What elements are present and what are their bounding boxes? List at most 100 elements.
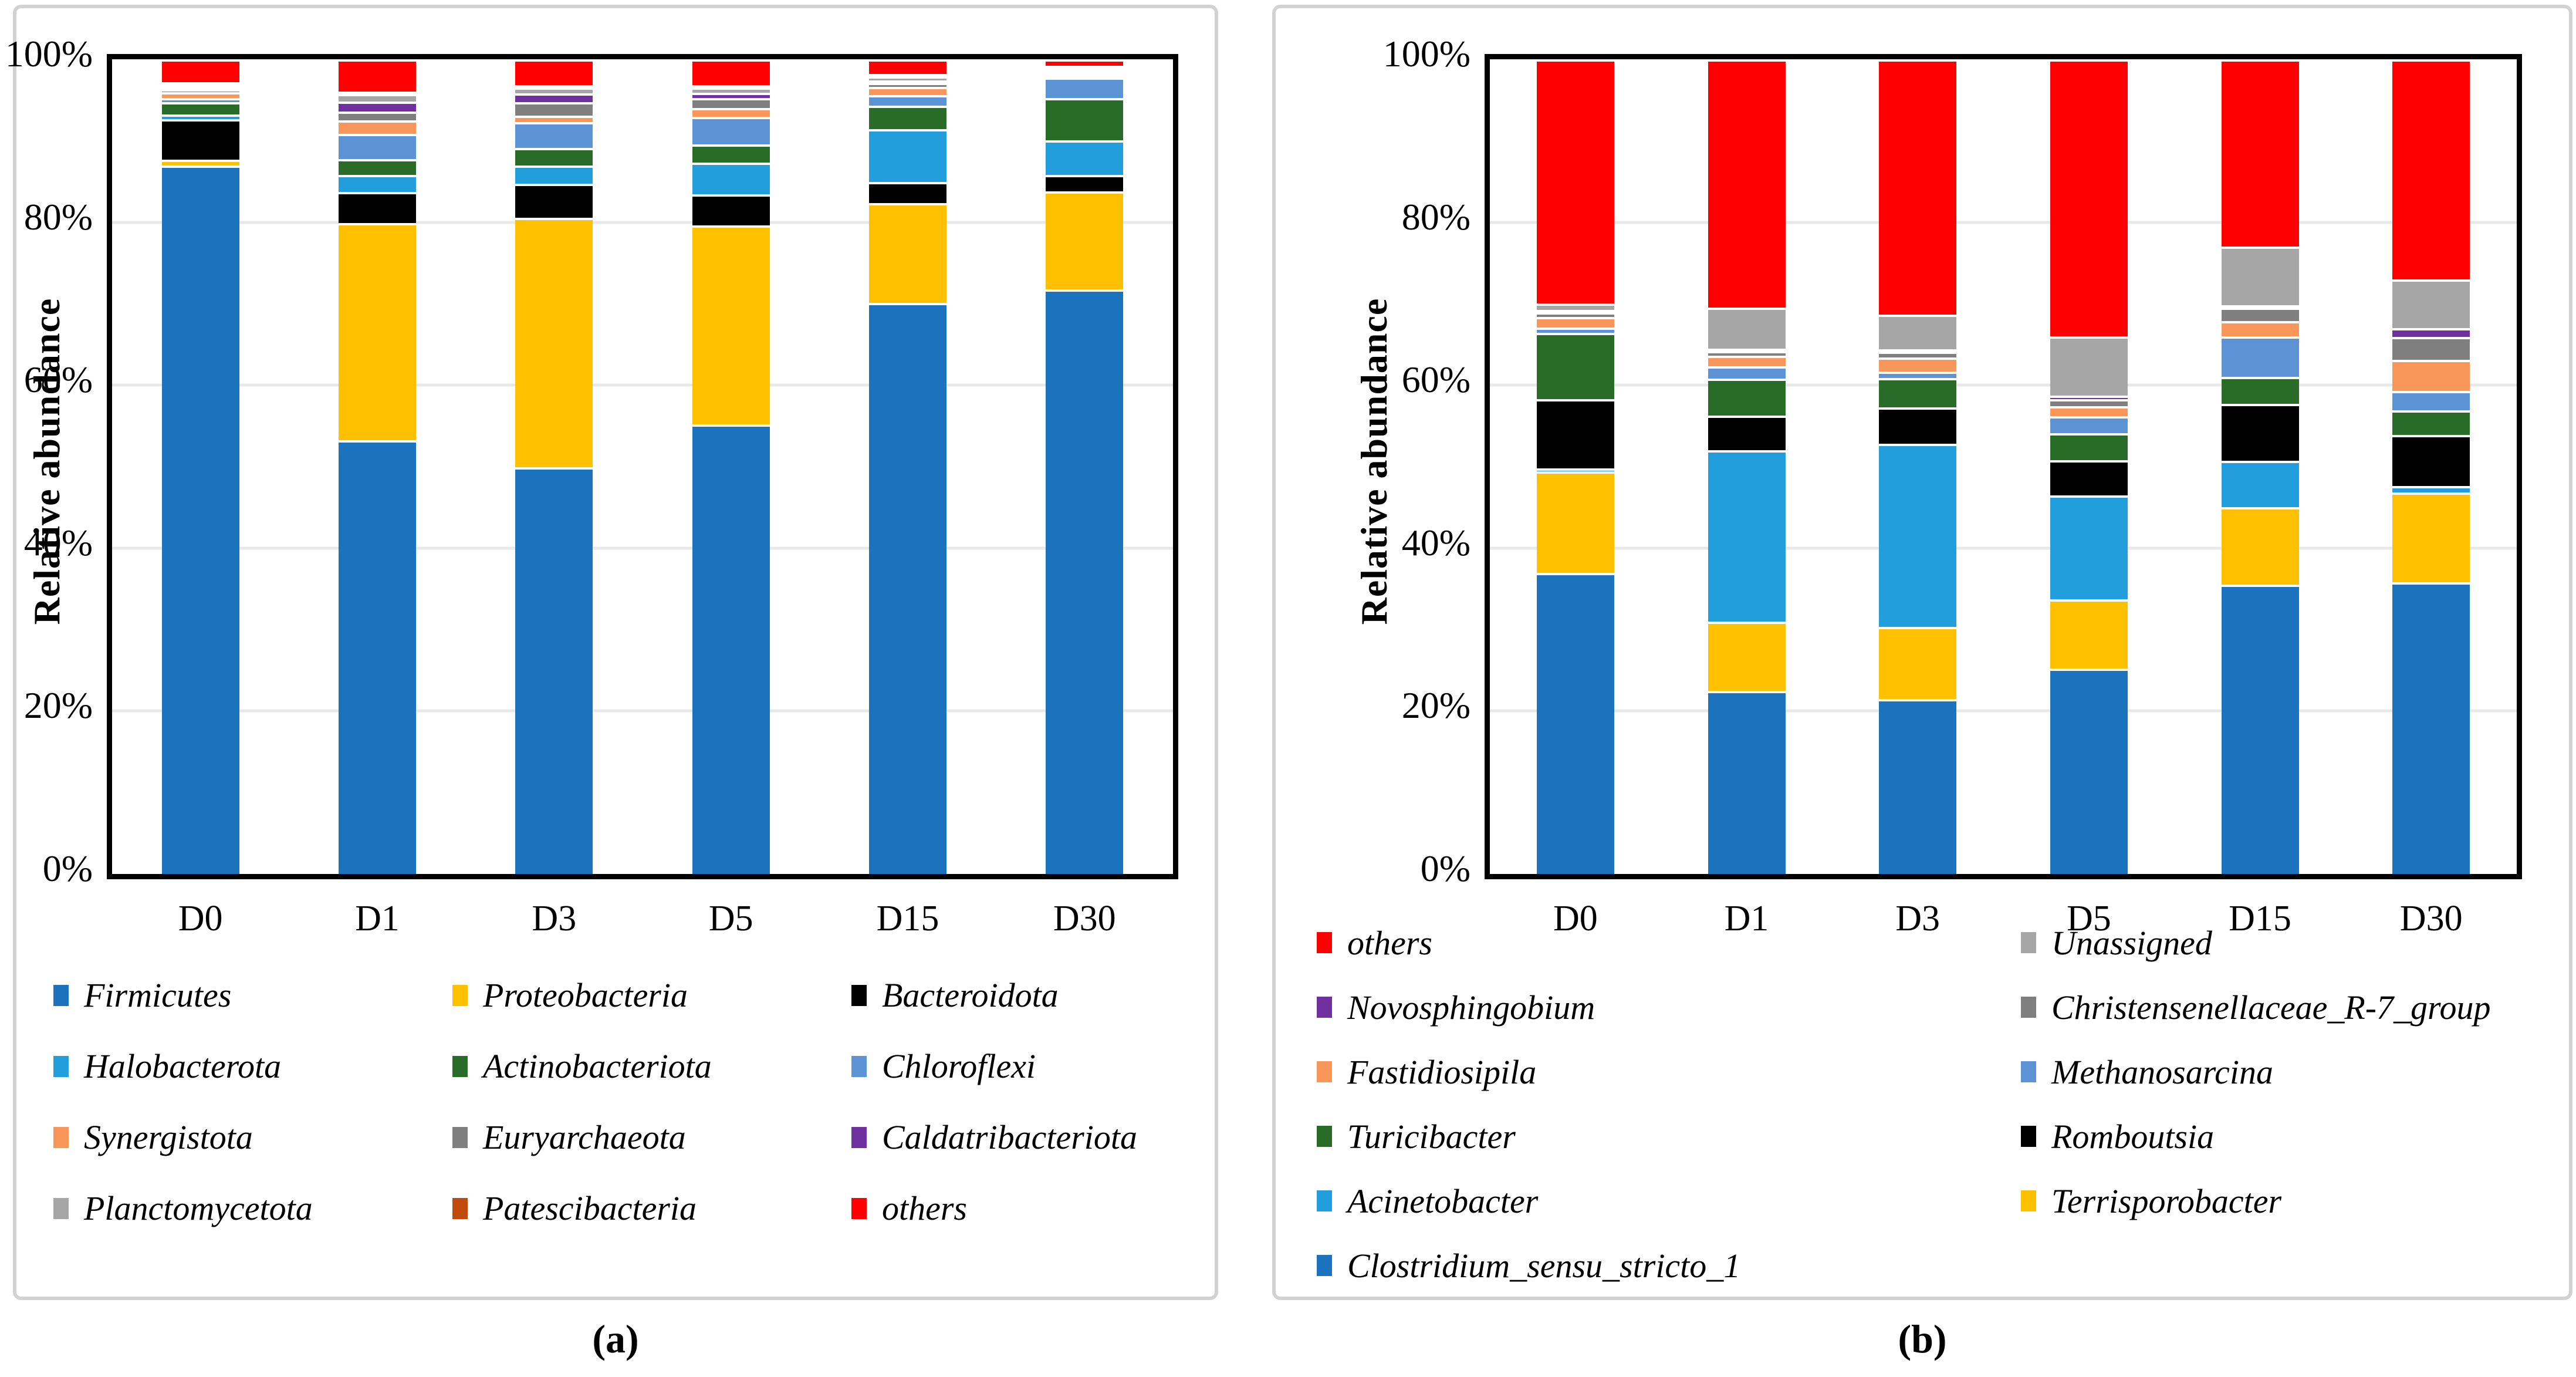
segment-others-D15 (2221, 59, 2299, 247)
segment-Christensenellaceae_R-7_group-D5 (2050, 399, 2128, 407)
legend-swatch-Planctomycetota (53, 1197, 69, 1219)
x-tick-D30: D30 (1053, 899, 1116, 939)
legend-item-Acinetobacter: Acinetobacter (1317, 1169, 1538, 1233)
legend-label-Planctomycetota: Planctomycetota (84, 1189, 313, 1227)
segment-others-D30 (2392, 59, 2470, 279)
segment-Chloroflexi-D0 (161, 97, 239, 102)
legend-swatch-Acinetobacter (1317, 1190, 1332, 1211)
chart-panel-b: Relative abundance 0% 20% 40% 60% 80% 100% D0… (1272, 5, 2572, 1300)
segment-Unassigned-D5 (2050, 336, 2128, 396)
legend-item-Turicibacter: Turicibacter (1317, 1104, 1516, 1169)
segment-Synergistota-D5 (692, 108, 770, 117)
segment-Christensenellaceae_R-7_group-D0 (1536, 312, 1614, 318)
segment-Clostridium_sensu_stricto_1-D30 (2392, 582, 2470, 874)
segment-Caldatribacteriota-D5 (692, 92, 770, 99)
segment-Terrisporobacter-D30 (2392, 492, 2470, 583)
y-axis-tick-labels-b: 0% 20% 40% 60% 80% 100% (1383, 33, 1476, 889)
x-tick-D1: D1 (1724, 899, 1769, 939)
segment-Turicibacter-D15 (2221, 377, 2299, 404)
segment-Fastidiosipila-D1 (1708, 356, 1786, 367)
segment-others-D5 (692, 59, 770, 86)
segment-Turicibacter-D1 (1708, 379, 1786, 416)
y-tick-60%: 60% (23, 359, 93, 401)
legend-label-Halobacterota: Halobacterota (84, 1047, 282, 1085)
segment-Christensenellaceae_R-7_group-D15 (2221, 308, 2299, 321)
y-tick-80%: 80% (1401, 195, 1470, 238)
bar-D5 (692, 59, 770, 874)
segment-Proteobacteria-D5 (692, 225, 770, 425)
x-tick-D30: D30 (2399, 899, 2463, 939)
legend-label-Clostridium_sensu_stricto_1: Clostridium_sensu_stricto_1 (1347, 1246, 1741, 1285)
legend-item-Terrisporobacter: Terrisporobacter (2021, 1169, 2281, 1233)
segment-Christensenellaceae_R-7_group-D3 (1879, 352, 1957, 358)
segment-Synergistota-D0 (161, 92, 239, 98)
y-tick-40%: 40% (23, 521, 93, 563)
segment-Novosphingobium-D0 (1536, 310, 1614, 313)
legend-item-Bacteroidota: Bacteroidota (851, 960, 1059, 1031)
segment-Terrisporobacter-D1 (1708, 621, 1786, 691)
legend-swatch-Romboutsia (2021, 1126, 2036, 1147)
legend-swatch-Novosphingobium (1317, 997, 1332, 1018)
segment-Patescibacteria-D3 (515, 85, 593, 88)
segment-Romboutsia-D3 (1879, 407, 1957, 444)
segment-Novosphingobium-D5 (2050, 396, 2128, 399)
legend-swatch-Clostridium_sensu_stricto_1 (1317, 1255, 1332, 1276)
segment-Methanosarcina-D1 (1708, 366, 1786, 379)
legend-label-Firmicutes: Firmicutes (84, 976, 232, 1014)
segment-Synergistota-D1 (339, 120, 416, 134)
legend-swatch-Proteobacteria (452, 984, 468, 1006)
bar-D1 (1708, 59, 1786, 874)
segment-Planctomycetota-D0 (161, 84, 239, 87)
segment-Patescibacteria-D5 (692, 85, 770, 88)
segment-Romboutsia-D15 (2221, 404, 2299, 461)
segment-Firmicutes-D15 (869, 303, 946, 874)
segment-Acinetobacter-D5 (2050, 495, 2128, 600)
legend-item-Romboutsia: Romboutsia (2021, 1104, 2214, 1169)
segment-Unassigned-D15 (2221, 247, 2299, 306)
plot-area-b (1485, 54, 2522, 879)
segment-Fastidiosipila-D30 (2392, 360, 2470, 391)
segment-Proteobacteria-D1 (339, 222, 416, 440)
legend-swatch-Terrisporobacter (2021, 1190, 2036, 1211)
x-tick-D0: D0 (178, 899, 223, 939)
x-tick-D15: D15 (2229, 899, 2291, 939)
bar-D1 (339, 59, 416, 874)
segment-Methanosarcina-D0 (1536, 328, 1614, 333)
segment-others-D3 (515, 59, 593, 86)
y-axis-tick-labels-a: 0% 20% 40% 60% 80% 100% (5, 33, 99, 889)
segment-Actinobacteriota-D15 (869, 105, 946, 129)
legend-label-Proteobacteria: Proteobacteria (483, 976, 688, 1014)
segment-Proteobacteria-D3 (515, 218, 593, 467)
segment-Bacteroidota-D1 (339, 191, 416, 223)
segment-Fastidiosipila-D0 (1536, 317, 1614, 328)
segment-Fastidiosipila-D15 (2221, 320, 2299, 336)
segment-Clostridium_sensu_stricto_1-D3 (1879, 698, 1957, 874)
legend-label-Actinobacteriota: Actinobacteriota (483, 1047, 712, 1085)
legend-label-Bacteroidota: Bacteroidota (882, 976, 1059, 1014)
segment-Methanosarcina-D3 (1879, 371, 1957, 378)
segment-Patescibacteria-D15 (869, 73, 946, 76)
segment-Bacteroidota-D5 (692, 194, 770, 225)
segment-Christensenellaceae_R-7_group-D30 (2392, 337, 2470, 360)
segment-others-D30 (1046, 59, 1124, 66)
gridline-20 (1490, 709, 2517, 713)
y-tick-20%: 20% (23, 684, 93, 727)
segment-Clostridium_sensu_stricto_1-D5 (2050, 669, 2128, 874)
legend-item-others: others (1317, 910, 1432, 975)
legend-swatch-Patescibacteria (452, 1197, 468, 1219)
segment-Euryarchaeota-D0 (161, 89, 239, 93)
segment-Halobacterota-D5 (692, 162, 770, 195)
gridline-80 (112, 221, 1173, 224)
segment-others-D5 (2050, 59, 2128, 337)
x-tick-D1: D1 (355, 899, 400, 939)
gridline-80 (1490, 221, 2517, 224)
segment-Romboutsia-D30 (2392, 434, 2470, 487)
segment-Chloroflexi-D30 (1046, 77, 1124, 98)
legend-item-others: others (851, 1173, 967, 1244)
segment-Synergistota-D15 (869, 86, 946, 95)
segment-Terrisporobacter-D0 (1536, 471, 1614, 573)
legend-label-Terrisporobacter: Terrisporobacter (2051, 1182, 2282, 1220)
legend-label-Turicibacter: Turicibacter (1347, 1117, 1516, 1156)
bar-D30 (2392, 59, 2470, 874)
y-tick-0%: 0% (42, 848, 93, 889)
